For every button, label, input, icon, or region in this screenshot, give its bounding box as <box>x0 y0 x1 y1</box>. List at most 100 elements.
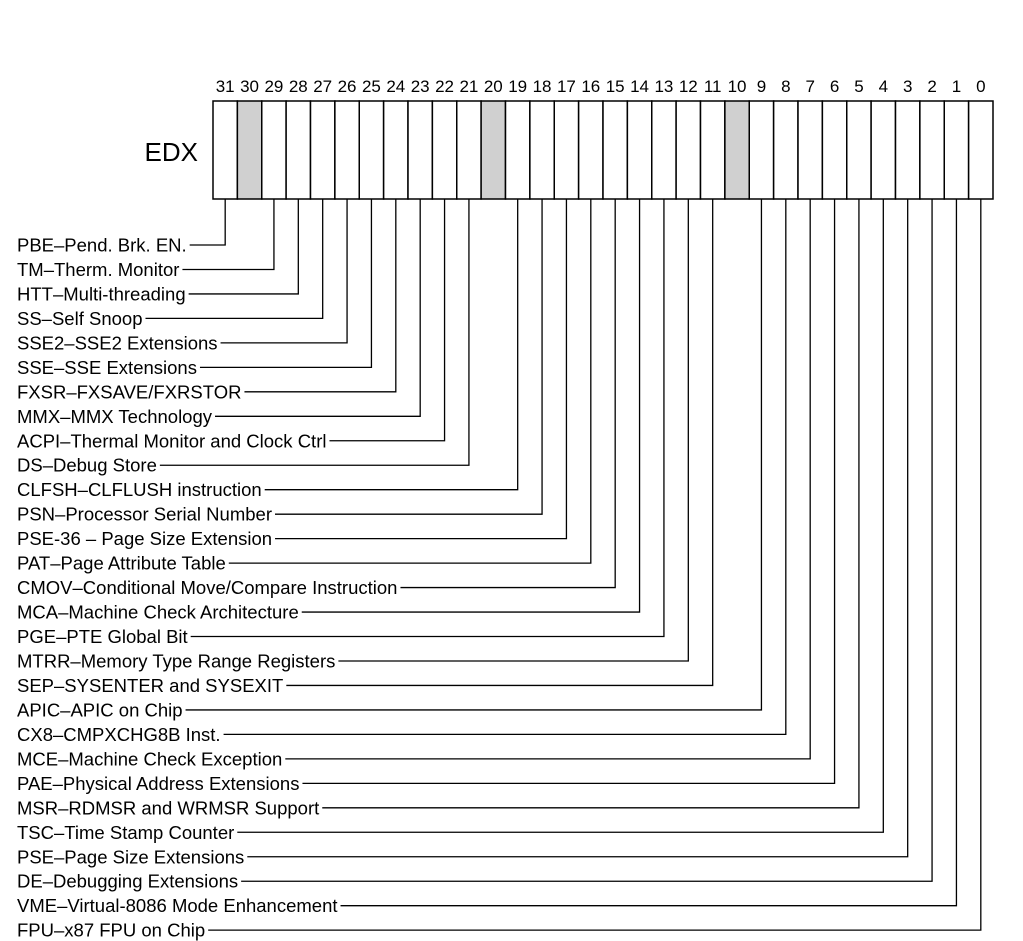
bit-number: 3 <box>903 77 912 96</box>
reserved-bit-cell <box>724 100 750 200</box>
flag-label: TSC–Time Stamp Counter <box>17 822 234 843</box>
bit-cell <box>553 100 580 200</box>
flag-leader-line <box>145 199 324 320</box>
flag-leader-line <box>159 199 470 466</box>
bit-number: 24 <box>386 77 405 96</box>
bit-number: 28 <box>289 77 308 96</box>
flag-leader-line <box>190 199 665 638</box>
bit-number: 29 <box>264 77 283 96</box>
flag-leader-line <box>228 199 592 564</box>
flag-leader-line <box>338 199 689 662</box>
bit-number: 26 <box>338 77 357 96</box>
bit-number: 19 <box>508 77 527 96</box>
flag-leader-line <box>302 199 836 784</box>
bit-cell <box>577 100 604 200</box>
flag-leader-line <box>274 199 543 515</box>
flag-leader-line <box>264 199 519 491</box>
flag-leader-line <box>208 199 982 931</box>
bit-cell <box>797 100 824 200</box>
bit-number: 7 <box>805 77 814 96</box>
flag-label: SSE–SSE Extensions <box>17 357 197 378</box>
flag-leader-line <box>301 199 641 613</box>
flag-label: MSR–RDMSR and WRMSR Support <box>17 797 319 818</box>
flag-leader-line <box>237 199 884 833</box>
flag-leader-line <box>340 199 958 907</box>
bit-cell <box>894 100 921 200</box>
flag-leader-line <box>322 199 860 809</box>
flag-leader-line <box>247 199 909 858</box>
flag-label: SS–Self Snoop <box>17 308 142 329</box>
flag-label: MTRR–Memory Type Range Registers <box>17 650 335 671</box>
bit-number: 11 <box>704 77 722 96</box>
flag-leader-line <box>223 199 787 736</box>
bit-number: 14 <box>630 77 649 96</box>
flag-leader-line <box>244 199 397 393</box>
flag-label: PSN–Processor Serial Number <box>17 504 272 525</box>
flag-labels: PBE–Pend. Brk. EN. TM–Therm. Monitor HTT–M… <box>17 199 982 941</box>
bit-cell <box>431 100 458 200</box>
bit-number: 2 <box>927 77 936 96</box>
flag-leader-line <box>188 199 299 295</box>
bit-number: 21 <box>459 77 478 96</box>
flag-leader-line <box>275 199 568 540</box>
bit-number: 25 <box>362 77 381 96</box>
flag-label: DE–Debugging Extensions <box>17 871 238 892</box>
flag-label: HTT–Multi-threading <box>17 283 186 304</box>
flag-leader-line <box>400 199 616 589</box>
bit-numbers: 31 30 29 28 27 26 25 24 23 22 21 20 19 18 17 16 15 14 13 12… <box>216 77 986 96</box>
bit-cell <box>821 100 848 200</box>
flag-label: PGE–PTE Global Bit <box>17 626 188 647</box>
flag-label: SSE2–SSE2 Extensions <box>17 332 218 353</box>
flag-leader-line <box>182 199 275 271</box>
bit-number: 8 <box>781 77 790 96</box>
bit-cell <box>699 100 726 200</box>
bit-cell <box>309 100 336 200</box>
flag-label: CX8–CMPXCHG8B Inst. <box>17 724 221 745</box>
bit-cell <box>358 100 385 200</box>
flag-label: MCA–Machine Check Architecture <box>17 602 299 623</box>
bit-cell <box>602 100 629 200</box>
bit-number: 5 <box>854 77 863 96</box>
flag-label: SEP–SYSENTER and SYSEXIT <box>17 675 283 696</box>
bit-number: 17 <box>557 77 576 96</box>
bit-cell <box>967 100 994 200</box>
flag-label: MCE–Machine Check Exception <box>17 748 282 769</box>
flag-label: PSE–Page Size Extensions <box>17 846 244 867</box>
bit-number: 16 <box>581 77 600 96</box>
flag-label: CMOV–Conditional Move/Compare Instructio… <box>17 577 397 598</box>
bit-number: 12 <box>679 77 698 96</box>
bit-number: 13 <box>654 77 673 96</box>
flag-label: PAE–Physical Address Extensions <box>17 773 299 794</box>
bit-cell <box>846 100 872 200</box>
bit-cell <box>261 100 287 200</box>
bit-cell <box>334 100 360 200</box>
bit-number: 15 <box>606 77 625 96</box>
flag-label: VME–Virtual-8086 Mode Enhancement <box>17 895 338 916</box>
flag-leader-line <box>329 199 446 442</box>
bit-cell <box>626 100 653 200</box>
bit-cell <box>504 100 531 200</box>
bit-cell <box>772 100 799 200</box>
bit-cell <box>456 100 482 200</box>
bit-cell <box>285 100 312 200</box>
bit-number: 20 <box>484 77 503 96</box>
bit-cell <box>870 100 897 200</box>
bit-number: 0 <box>976 77 985 96</box>
flag-label: CLFSH–CLFLUSH instruction <box>17 479 262 500</box>
bit-number: 18 <box>533 77 552 96</box>
flag-label: APIC–APIC on Chip <box>17 699 183 720</box>
flag-leader-line <box>286 199 714 687</box>
bit-number: 27 <box>313 77 332 96</box>
register-name: EDX <box>145 137 198 167</box>
flag-label: PAT–Page Attribute Table <box>17 553 226 574</box>
flag-leader-line <box>215 199 421 417</box>
bit-cell <box>529 100 555 200</box>
flag-label: PSE-36 – Page Size Extension <box>17 528 272 549</box>
flag-leader-line <box>285 199 811 760</box>
bit-number: 9 <box>757 77 766 96</box>
flag-label: DS–Debug Store <box>17 455 157 476</box>
flag-leader-line <box>199 199 373 369</box>
flag-leader-line <box>241 199 933 882</box>
bit-cell <box>212 100 239 200</box>
